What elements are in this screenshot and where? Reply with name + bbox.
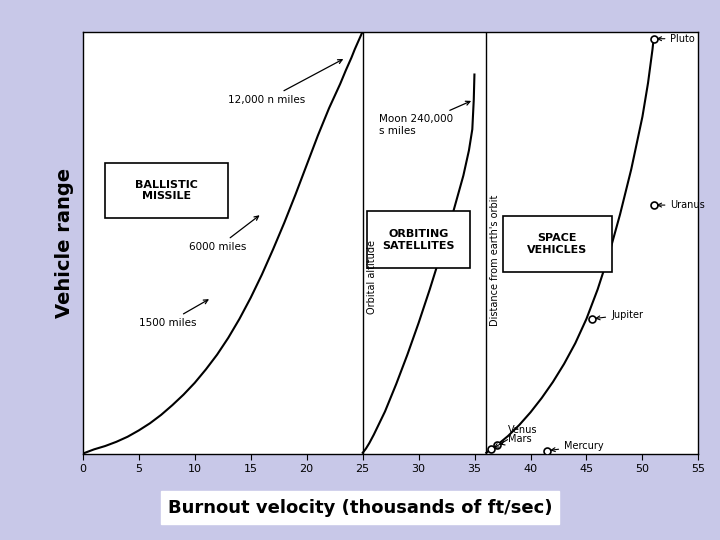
Text: 1500 miles: 1500 miles [139, 300, 208, 328]
Text: 12,000 n miles: 12,000 n miles [228, 59, 342, 105]
Text: ORBITING
SATELLITES: ORBITING SATELLITES [382, 229, 455, 251]
Text: SPACE
VEHICLES: SPACE VEHICLES [527, 233, 588, 255]
Bar [503, 215, 612, 273]
Text: Distance from earth's orbit: Distance from earth's orbit [490, 194, 500, 326]
Bar [367, 211, 470, 268]
Text: BALLISTIC
MISSILE: BALLISTIC MISSILE [135, 179, 198, 201]
Text: Mercury: Mercury [552, 441, 603, 451]
Bar [105, 163, 228, 218]
Text: 6000 miles: 6000 miles [189, 216, 258, 252]
Text: Venus: Venus [495, 426, 538, 447]
Text: Orbital altitude: Orbital altitude [367, 240, 377, 314]
Text: Moon 240,000
s miles: Moon 240,000 s miles [379, 102, 470, 136]
Text: Mars: Mars [501, 434, 532, 445]
Y-axis label: Vehicle range: Vehicle range [55, 168, 74, 318]
Text: Pluto: Pluto [657, 33, 696, 44]
Text: Uranus: Uranus [657, 200, 705, 210]
Text: Jupiter: Jupiter [596, 309, 643, 320]
Text: Burnout velocity (thousands of ft/sec): Burnout velocity (thousands of ft/sec) [168, 498, 552, 517]
